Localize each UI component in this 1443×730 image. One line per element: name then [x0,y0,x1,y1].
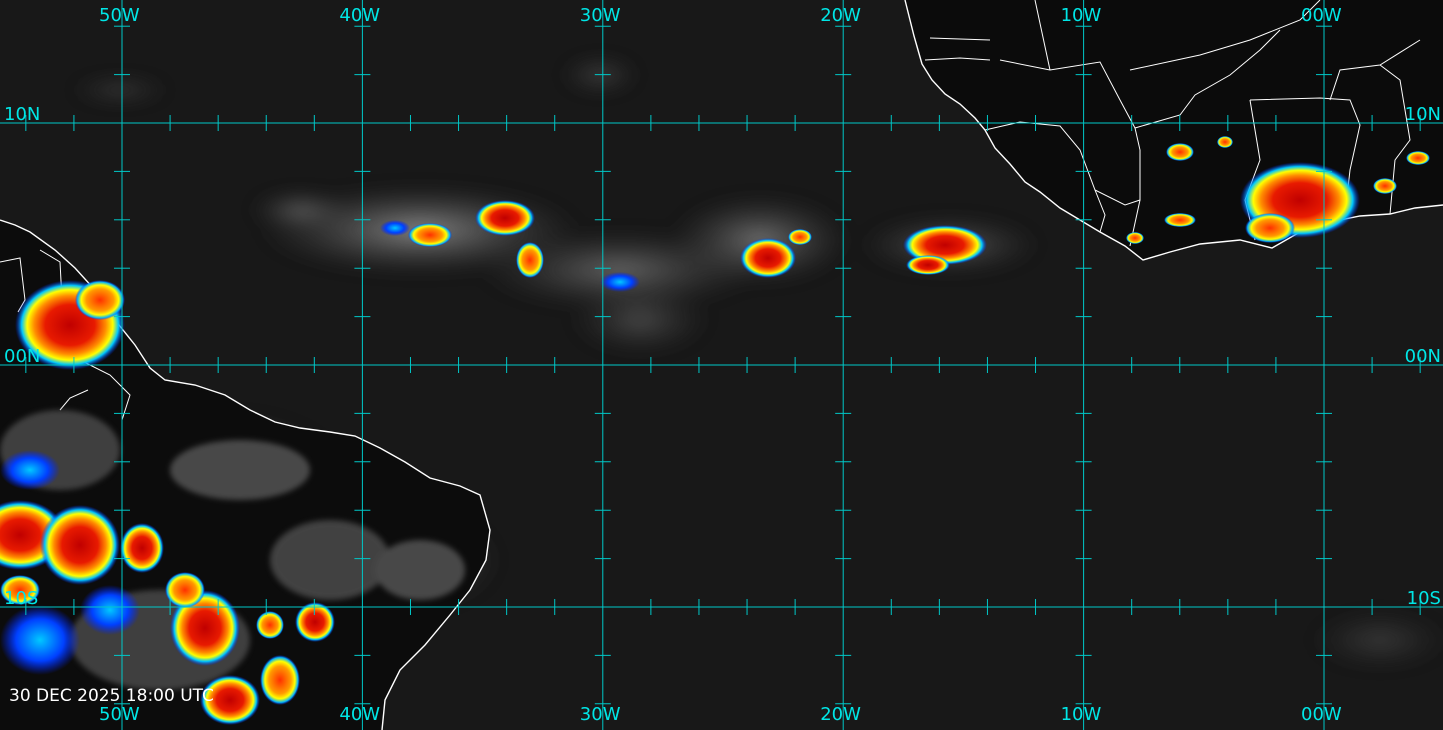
storm-cell [1166,143,1194,161]
longitude-label-top: 10W [1060,5,1102,26]
longitude-label-bottom: 10W [1060,704,1102,725]
longitude-label-top: 50W [99,5,140,26]
longitude-label-top: 40W [339,5,381,26]
storm-cell [740,238,796,278]
storm-cell [0,450,60,490]
storm-cell [516,242,544,278]
storm-cell [1245,213,1295,243]
storm-cell [903,225,987,265]
storm-cell [0,575,40,605]
storm-cell [475,200,535,236]
latitude-label-right: 10S [1406,588,1441,609]
storm-cell [165,572,205,608]
longitude-label-bottom: 20W [820,704,861,725]
storm-cell [295,602,335,642]
longitude-label-bottom: 30W [579,704,621,725]
storm-cell [600,272,640,292]
timestamp-label: 30 DEC 2025 18:00 UTC [9,686,214,706]
latitude-label-left: 10N [4,104,41,125]
longitude-label-top: 20W [820,5,861,26]
latitude-label-right: 00N [1404,346,1441,367]
storm-cell [1126,232,1144,244]
storm-cell [1373,178,1397,194]
storm-cell [1406,151,1430,165]
longitude-label-bottom: 40W [339,704,381,725]
storm-cell [788,229,812,245]
storm-cells [0,136,1430,725]
storm-cell [380,220,410,236]
storm-cell [40,505,120,585]
latitude-label-right: 10N [1404,104,1441,125]
storm-cell [1164,213,1196,227]
storm-cell [906,255,950,275]
storm-cell [0,605,80,675]
storm-cell [200,675,260,725]
latitude-label-left: 00N [4,346,41,367]
longitude-label-bottom: 50W [99,704,140,725]
latitude-label-left: 10S [4,588,39,609]
storm-cell [170,590,240,666]
storm-cell [120,523,164,573]
storm-cell [80,585,140,635]
storm-cell [260,655,300,705]
longitude-label-top: 00W [1301,5,1342,26]
longitude-label-bottom: 00W [1301,704,1342,725]
storm-cell [256,611,284,639]
storm-cell [1217,136,1233,148]
longitude-label-top: 30W [579,5,621,26]
storm-cell [408,223,452,247]
storm-cell [75,280,125,320]
